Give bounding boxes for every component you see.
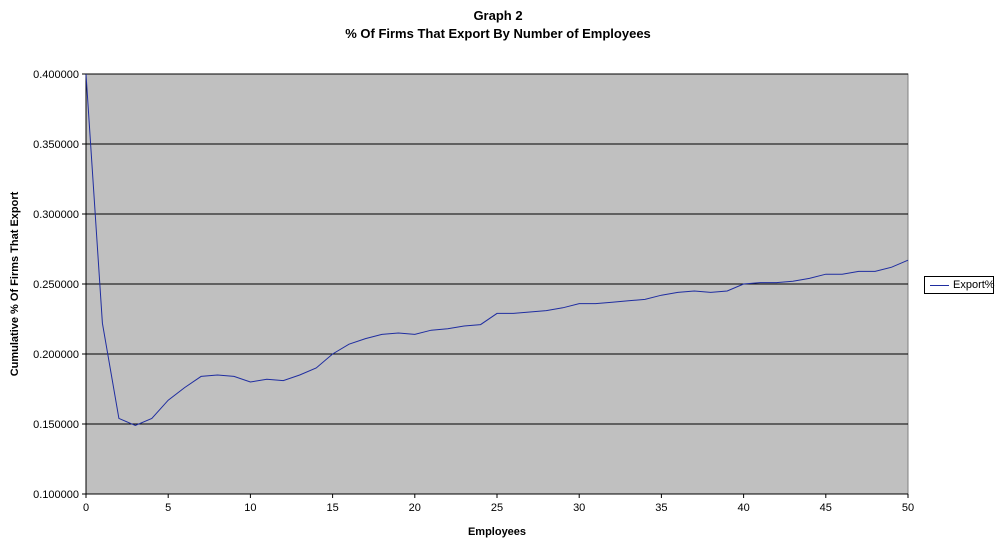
x-tick-label: 45	[820, 502, 832, 514]
x-tick-label: 30	[573, 502, 585, 514]
x-tick-label: 15	[326, 502, 338, 514]
x-tick-label: 0	[83, 502, 89, 514]
legend-label: Export%	[953, 279, 995, 291]
y-tick-label: 0.300000	[33, 209, 79, 221]
chart-subtitle: % Of Firms That Export By Number of Empl…	[345, 26, 651, 41]
x-axis-title: Employees	[468, 526, 526, 538]
y-tick-label: 0.200000	[33, 349, 79, 361]
x-tick-label: 25	[491, 502, 503, 514]
x-tick-label: 35	[655, 502, 667, 514]
x-tick-label: 20	[409, 502, 421, 514]
x-tick-label: 40	[737, 502, 749, 514]
series-line-export	[85, 73, 909, 426]
y-tick-label: 0.150000	[33, 419, 79, 431]
plot-area	[85, 73, 909, 495]
y-tick-label: 0.250000	[33, 279, 79, 291]
legend-line-swatch	[930, 285, 949, 286]
x-axis-ticks: 0 5 10 15 20 25 30 35 40 45 50	[83, 494, 914, 514]
x-tick-label: 50	[902, 502, 914, 514]
legend: Export%	[924, 276, 995, 294]
y-tick-label: 0.400000	[33, 69, 79, 81]
chart-title: Graph 2	[473, 8, 523, 23]
y-axis-ticks: 0.100000 0.150000 0.200000 0.250000 0.300000…	[33, 69, 86, 501]
y-axis-title: Cumulative % Of Firms That Export	[9, 191, 21, 376]
x-tick-label: 5	[165, 502, 171, 514]
y-tick-label: 0.350000	[33, 139, 79, 151]
y-tick-label: 0.100000	[33, 489, 79, 501]
x-tick-label: 10	[244, 502, 256, 514]
